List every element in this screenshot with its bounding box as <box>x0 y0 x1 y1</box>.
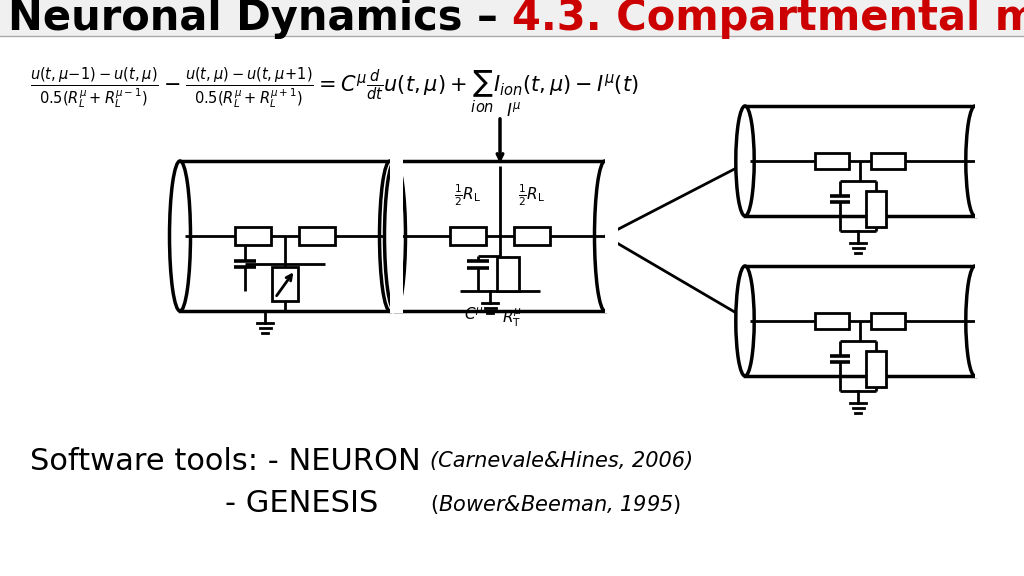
Bar <box>975 104 986 218</box>
Bar <box>299 227 335 245</box>
Ellipse shape <box>736 266 755 376</box>
Text: $R_{\mathrm{T}}^{\mu}$: $R_{\mathrm{T}}^{\mu}$ <box>502 306 522 329</box>
Text: $\frac{1}{2}R_{\mathrm{L}}$: $\frac{1}{2}R_{\mathrm{L}}$ <box>455 183 481 208</box>
Bar <box>605 159 617 313</box>
Bar <box>975 264 986 378</box>
Bar <box>815 153 849 169</box>
Text: - GENESIS: - GENESIS <box>225 490 379 518</box>
Bar <box>497 257 519 291</box>
Ellipse shape <box>736 106 755 216</box>
Bar <box>866 351 886 387</box>
Text: Neuronal Dynamics –: Neuronal Dynamics – <box>8 0 512 39</box>
Text: $\frac{1}{2}R_{\mathrm{L}}$: $\frac{1}{2}R_{\mathrm{L}}$ <box>518 183 546 208</box>
Ellipse shape <box>966 266 984 376</box>
Ellipse shape <box>170 161 190 311</box>
Bar <box>871 313 905 329</box>
Bar <box>871 153 905 169</box>
Text: $C^{\mu}$: $C^{\mu}$ <box>464 306 484 323</box>
Bar <box>866 191 886 227</box>
Bar <box>745 106 975 216</box>
Bar <box>234 227 271 245</box>
Text: $\frac{u(t,\mu\!-\!1)-u(t,\mu)}{0.5(R_L^{\mu}+R_L^{\mu-1})} - \frac{u(t,\mu)-u(t: $\frac{u(t,\mu\!-\!1)-u(t,\mu)}{0.5(R_L^… <box>30 66 639 116</box>
Bar <box>390 159 402 313</box>
Text: Software tools: - NEURON: Software tools: - NEURON <box>30 446 421 476</box>
Text: (Carnevale&Hines, 2006): (Carnevale&Hines, 2006) <box>430 451 693 471</box>
Ellipse shape <box>595 161 615 311</box>
Bar <box>0 0 1024 36</box>
Bar <box>815 313 849 329</box>
Ellipse shape <box>380 161 400 311</box>
Text: 4.3. Compartmental models: 4.3. Compartmental models <box>512 0 1024 39</box>
Bar <box>180 161 390 311</box>
Bar <box>514 227 550 245</box>
Bar <box>450 227 486 245</box>
Ellipse shape <box>384 161 406 311</box>
Bar <box>395 161 605 311</box>
Ellipse shape <box>966 106 984 216</box>
Bar <box>745 266 975 376</box>
Text: $($Bower&Beeman, 1995$)$: $($Bower&Beeman, 1995$)$ <box>430 492 681 516</box>
Text: $I^{\mu}$: $I^{\mu}$ <box>506 102 521 120</box>
Bar <box>272 267 298 301</box>
